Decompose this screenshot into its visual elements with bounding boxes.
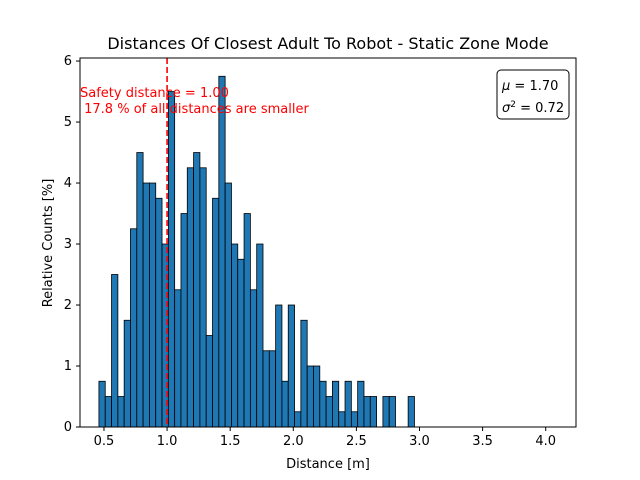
histogram-bar (325, 396, 333, 428)
stats-variance: σ2 = 0.72 (502, 100, 564, 116)
histogram-bar (218, 75, 226, 428)
histogram-bar (357, 380, 365, 428)
x-tick-label: 3.0 (409, 434, 430, 449)
y-tick-label: 3 (64, 237, 72, 252)
histogram-bar (104, 396, 112, 428)
histogram-bar (155, 197, 163, 428)
histogram-bar (306, 365, 314, 428)
y-tick-label: 0 (64, 420, 72, 435)
histogram-bar (287, 304, 295, 428)
bars-group (98, 75, 415, 428)
histogram-bar (237, 258, 245, 428)
histogram-bar (205, 335, 213, 428)
x-tick-label: 1.5 (220, 434, 241, 449)
y-tick-label: 4 (64, 176, 72, 191)
histogram-bar (123, 319, 131, 428)
histogram-bar (268, 350, 277, 428)
histogram-bar (142, 182, 150, 428)
histogram-bar (249, 289, 258, 428)
x-tick-label: 2.0 (283, 434, 304, 449)
histogram-bar (136, 152, 144, 428)
histogram-bar (167, 91, 176, 428)
histogram-bar (382, 396, 390, 428)
histogram-bar (174, 289, 182, 428)
x-axis-label: Distance [m] (286, 457, 370, 472)
x-tick-label: 3.5 (472, 434, 493, 449)
histogram-bar (363, 396, 371, 428)
histogram-bar (193, 152, 201, 428)
histogram-bar (332, 380, 340, 428)
ticks-group: 0.5 1.0 1.5 2.0 2.5 3.0 3.5 4.0 0 1 2 3 4 5 6 (64, 54, 556, 449)
histogram-bar (275, 304, 283, 428)
histogram-bar (149, 182, 157, 428)
x-tick-label: 0.5 (94, 434, 115, 449)
histogram-bar (117, 396, 125, 428)
histogram-bar (407, 396, 415, 428)
stats-mean: μ = 1.70 (501, 79, 558, 94)
x-tick-label: 1.0 (157, 434, 178, 449)
histogram-bar (369, 396, 377, 428)
histogram-bar (224, 182, 232, 428)
histogram-bar (350, 411, 359, 428)
x-tick-label: 2.5 (346, 434, 367, 449)
histogram-bar (256, 243, 264, 428)
histogram-bar (186, 167, 194, 428)
y-tick-label: 5 (64, 115, 72, 130)
y-axis-label: Relative Counts [%] (41, 179, 56, 308)
histogram-bar (161, 243, 169, 428)
safety-annotation-line2: 17.8 % of all distances are smaller (80, 102, 309, 117)
histogram-bar (231, 243, 239, 428)
histogram-bar (313, 365, 321, 428)
histogram-bar (212, 197, 220, 428)
histogram-bar (319, 380, 327, 428)
histogram-bar (111, 274, 119, 428)
histogram-bar (300, 319, 308, 428)
histogram-bar (243, 213, 251, 428)
histogram-bar (199, 167, 207, 428)
y-tick-label: 1 (64, 359, 72, 374)
x-tick-label: 4.0 (535, 434, 556, 449)
y-tick-label: 6 (64, 54, 72, 69)
histogram-bar (130, 228, 138, 428)
axes-frame (79, 57, 577, 428)
y-tick-label: 2 (64, 298, 72, 313)
stats-box: μ = 1.70 σ2 = 0.72 (496, 69, 570, 120)
histogram-bar (388, 396, 396, 428)
histogram-bar (294, 411, 302, 428)
histogram-bar (98, 380, 106, 428)
histogram-bar (180, 213, 188, 428)
histogram-bar (344, 380, 352, 428)
histogram-bar (262, 350, 270, 428)
histogram-bar (281, 380, 289, 428)
chart-title: Distances Of Closest Adult To Robot - St… (107, 34, 548, 53)
safety-annotation-line1: Safety distance = 1.00 (80, 86, 229, 101)
histogram-bar (338, 411, 346, 428)
stats-box-frame (496, 69, 570, 120)
